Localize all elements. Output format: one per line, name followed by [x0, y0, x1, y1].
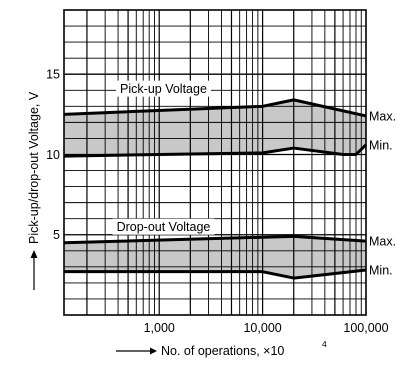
series-line-1-upper	[63, 234, 367, 245]
y-axis-title: Pick-up/drop-out Voltage, V	[27, 91, 41, 244]
y-axis-arrowhead	[30, 250, 38, 258]
band-fill-0	[64, 99, 366, 157]
x-axis-title-exponent: 4	[322, 339, 327, 349]
series-line-1-lower	[64, 268, 367, 280]
band-name-label-background	[112, 218, 215, 235]
series-end-label: Min.	[369, 264, 393, 278]
y-tick-label: 10	[46, 148, 60, 162]
y-tick-label: 5	[53, 228, 60, 242]
plot-frame	[63, 9, 367, 316]
series-end-label: Min.	[369, 138, 393, 152]
band-name-label-background	[116, 80, 211, 97]
x-tick-label: 10,000	[243, 321, 281, 335]
series-end-label: Max.	[369, 235, 396, 249]
x-tick-label: 100,000	[343, 321, 388, 335]
x-axis-title: No. of operations, ×10	[161, 344, 284, 358]
y-tick-label: 15	[46, 68, 60, 82]
x-axis-arrowhead	[150, 347, 157, 355]
series-line-0-lower	[63, 143, 368, 158]
band-name-label: Drop-out Voltage	[117, 220, 211, 234]
series-line-0-upper	[63, 98, 367, 118]
x-tick-label: 1,000	[144, 321, 175, 335]
series-end-label: Max.	[369, 109, 396, 123]
band-fill-1	[64, 236, 366, 279]
band-name-label: Pick-up Voltage	[120, 82, 207, 96]
